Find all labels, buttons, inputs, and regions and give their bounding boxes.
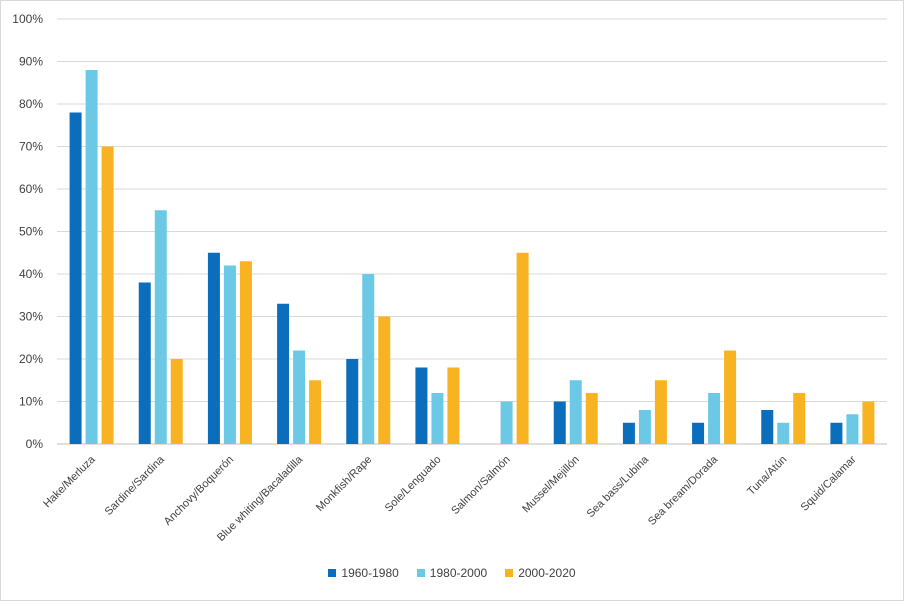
bar-2000-2020-9: [724, 350, 737, 444]
x-tick-label: Mussel/Mejillón: [520, 454, 582, 516]
bar-1980-2000-10: [777, 422, 790, 444]
y-axis-ticks: 0% 10% 20% 30% 40% 50% 60% 70% 80% 90% 100%: [12, 12, 43, 451]
bar-1980-2000-0: [85, 70, 98, 444]
bar-1960-1980-10: [761, 410, 774, 444]
x-tick-label: Salmon/Salmón: [449, 454, 512, 517]
x-tick-label: Sardine/Sardina: [103, 453, 168, 518]
bar-1960-1980-11: [830, 422, 843, 444]
bar-1960-1980-3: [277, 303, 290, 444]
bar-2000-2020-4: [378, 316, 391, 444]
legend-swatch-2000-2020: [505, 569, 514, 577]
bar-1980-2000-9: [708, 393, 721, 444]
bar-1980-2000-2: [223, 265, 236, 444]
y-tick-label: 0%: [26, 437, 44, 451]
bar-1960-1980-9: [692, 422, 705, 444]
bar-2000-2020-11: [862, 401, 875, 444]
x-tick-label: Anchovy/Boquerón: [162, 454, 236, 528]
x-tick-label: Sea bream/Dorada: [646, 453, 721, 528]
bar-1960-1980-1: [138, 282, 151, 444]
bar-1980-2000-11: [846, 414, 859, 444]
bar-2000-2020-6: [516, 252, 529, 444]
bar-2000-2020-7: [585, 393, 598, 444]
bar-2000-2020-1: [170, 359, 183, 444]
bars: [69, 70, 875, 444]
bar-1980-2000-4: [362, 274, 375, 444]
legend: 1960-1980 1980-2000 2000-2020: [0, 566, 904, 580]
y-tick-label: 80%: [19, 97, 43, 111]
y-tick-label: 100%: [12, 12, 43, 26]
bar-1960-1980-2: [207, 252, 220, 444]
bar-1960-1980-8: [622, 422, 635, 444]
bar-2000-2020-0: [101, 146, 114, 444]
x-tick-label: Tuna/Atún: [745, 454, 789, 498]
x-tick-label: Hake/Merluza: [41, 453, 98, 510]
bar-1960-1980-7: [553, 401, 566, 444]
y-tick-label: 90%: [19, 55, 43, 69]
y-tick-label: 20%: [19, 352, 43, 366]
legend-label-1980-2000: 1980-2000: [429, 566, 488, 580]
gridlines: [57, 18, 887, 445]
x-tick-label: Sea bass/Lubina: [585, 453, 652, 520]
legend-swatch-1960-1980: [328, 569, 337, 577]
bar-1980-2000-1: [154, 210, 167, 444]
x-axis-ticks: Hake/Merluza Sardine/SardinaAnchovy/Boque…: [41, 453, 859, 544]
bar-2000-2020-8: [654, 380, 667, 444]
bar-2000-2020-3: [309, 380, 322, 444]
legend-label-2000-2020: 2000-2020: [518, 566, 576, 580]
bar-2000-2020-10: [793, 393, 806, 444]
bar-1960-1980-0: [69, 112, 82, 444]
y-tick-label: 30%: [19, 310, 43, 324]
bar-1980-2000-7: [569, 380, 582, 444]
bar-1980-2000-5: [431, 393, 444, 444]
y-tick-label: 60%: [19, 182, 43, 196]
y-tick-label: 40%: [19, 267, 43, 281]
bar-1980-2000-6: [500, 401, 513, 444]
legend-item-2000-2020: 2000-2020: [505, 566, 576, 580]
bar-1980-2000-3: [293, 350, 306, 444]
y-tick-label: 10%: [19, 395, 43, 409]
legend-swatch-1980-2000: [416, 569, 425, 577]
legend-label-1960-1980: 1960-1980: [341, 566, 399, 580]
bar-2000-2020-2: [239, 261, 252, 444]
x-tick-label: Sole/Lenguado: [383, 454, 444, 515]
x-tick-label: Monkfish/Rape: [314, 454, 374, 514]
y-tick-label: 70%: [19, 140, 43, 154]
legend-item-1980-2000: 1980-2000: [416, 566, 488, 580]
bar-2000-2020-5: [447, 367, 460, 444]
legend-item-1960-1980: 1960-1980: [328, 566, 399, 580]
bar-1980-2000-8: [638, 410, 651, 444]
bar-1960-1980-4: [346, 359, 359, 444]
y-tick-label: 50%: [19, 225, 43, 239]
x-tick-label: Squid/Calamar: [799, 453, 859, 513]
bar-1960-1980-5: [415, 367, 428, 444]
